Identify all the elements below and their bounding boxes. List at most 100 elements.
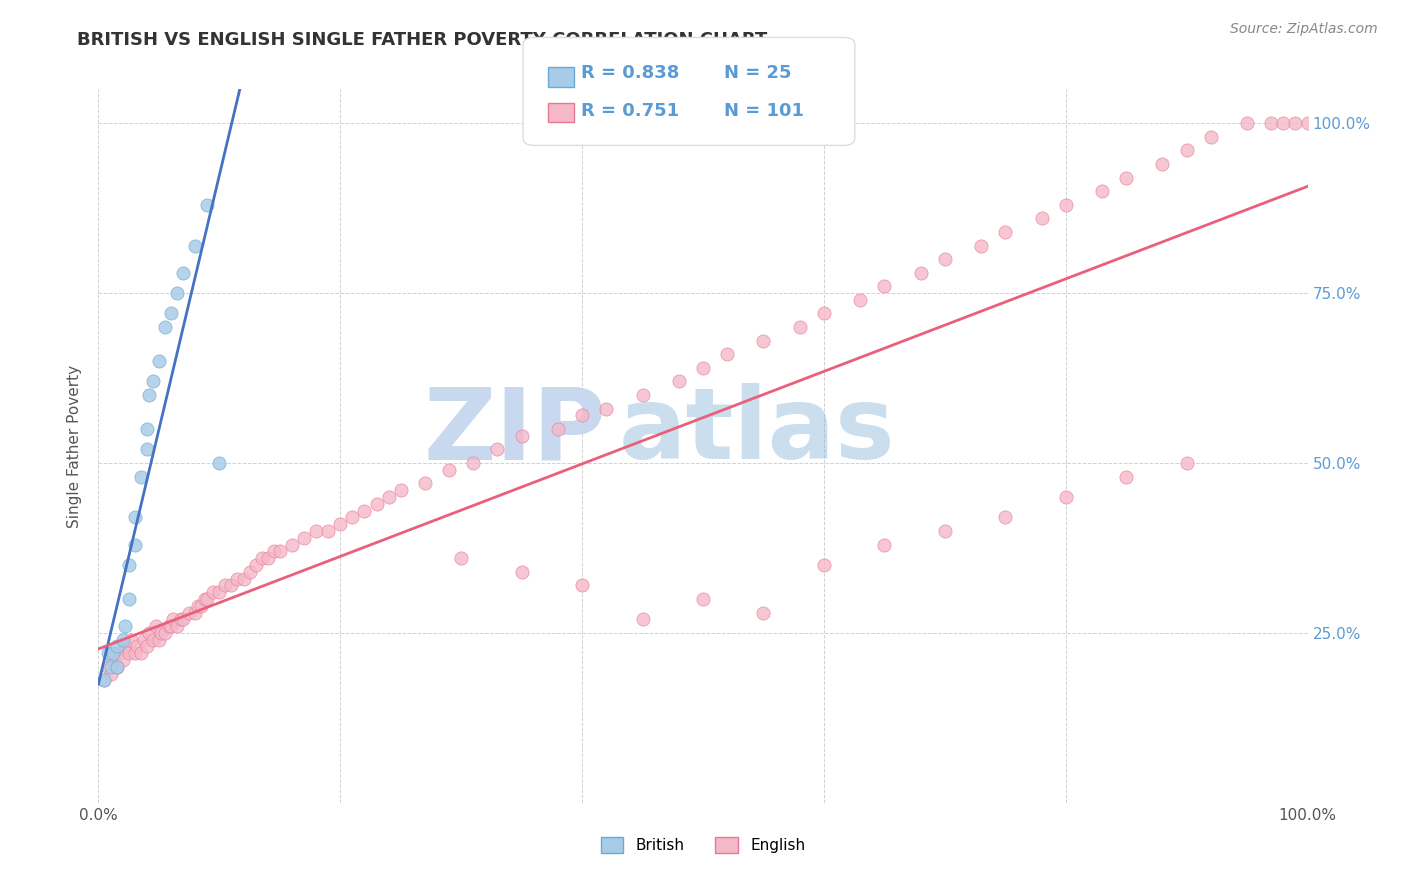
Point	[208, 456, 231, 470]
Point	[157, 619, 180, 633]
Point	[194, 591, 217, 606]
Point	[101, 653, 124, 667]
Point	[1175, 456, 1198, 470]
Point	[148, 632, 170, 647]
Point	[172, 266, 194, 280]
Point	[105, 660, 128, 674]
Point	[97, 646, 120, 660]
Point	[142, 375, 165, 389]
Point	[1199, 129, 1222, 144]
Point	[135, 422, 157, 436]
Point	[124, 510, 146, 524]
Point	[172, 612, 194, 626]
Point	[692, 360, 714, 375]
Point	[135, 442, 157, 457]
Point	[305, 524, 328, 538]
Point	[138, 388, 160, 402]
Point	[752, 334, 775, 348]
Point	[934, 252, 956, 266]
Point	[366, 497, 388, 511]
Point	[111, 653, 134, 667]
Point	[166, 286, 188, 301]
Point	[1272, 116, 1295, 130]
Point	[93, 673, 115, 688]
Point	[100, 660, 122, 674]
Point	[873, 279, 896, 293]
Point	[127, 640, 149, 654]
Point	[148, 354, 170, 368]
Point	[108, 646, 131, 660]
Point	[187, 599, 209, 613]
Text: N = 25: N = 25	[724, 64, 792, 82]
Point	[179, 606, 201, 620]
Point	[105, 660, 128, 674]
Point	[118, 558, 141, 572]
Point	[631, 388, 654, 402]
Point	[316, 524, 339, 538]
Point	[342, 510, 364, 524]
Point	[153, 320, 176, 334]
Point	[849, 293, 872, 307]
Point	[263, 544, 285, 558]
Point	[873, 537, 896, 551]
Point	[813, 558, 835, 572]
Point	[226, 572, 249, 586]
Point	[250, 551, 273, 566]
Point	[142, 632, 165, 647]
Point	[668, 375, 690, 389]
Point	[437, 463, 460, 477]
Point	[269, 544, 291, 558]
Point	[910, 266, 932, 280]
Point	[166, 619, 188, 633]
Point	[195, 198, 218, 212]
Point	[114, 640, 136, 654]
Point	[486, 442, 509, 457]
Point	[256, 551, 278, 566]
Point	[571, 578, 593, 592]
Text: ZIP: ZIP	[423, 384, 606, 480]
Point	[129, 646, 152, 660]
Point	[1236, 116, 1258, 130]
Point	[329, 517, 352, 532]
Point	[221, 578, 243, 592]
Point	[190, 599, 212, 613]
Point	[789, 320, 811, 334]
Point	[105, 640, 128, 654]
Point	[994, 510, 1017, 524]
Point	[1152, 157, 1174, 171]
Point	[160, 619, 183, 633]
Point	[239, 565, 262, 579]
Point	[129, 469, 152, 483]
Point	[134, 632, 156, 647]
Point	[413, 476, 436, 491]
Point	[1284, 116, 1306, 130]
Point	[162, 612, 184, 626]
Point	[994, 225, 1017, 239]
Point	[292, 531, 315, 545]
Text: R = 0.838: R = 0.838	[581, 64, 679, 82]
Point	[547, 422, 569, 436]
Point	[195, 591, 218, 606]
Point	[101, 646, 124, 660]
Point	[145, 619, 167, 633]
Point	[571, 409, 593, 423]
Point	[1091, 184, 1114, 198]
Text: N = 101: N = 101	[724, 103, 804, 120]
Point	[377, 490, 399, 504]
Point	[631, 612, 654, 626]
Point	[1054, 198, 1077, 212]
Point	[934, 524, 956, 538]
Legend: British, English: British, English	[595, 831, 811, 859]
Point	[1115, 469, 1137, 483]
Point	[510, 429, 533, 443]
Point	[595, 401, 617, 416]
Point	[970, 238, 993, 252]
Point	[1115, 170, 1137, 185]
Point	[138, 626, 160, 640]
Point	[716, 347, 738, 361]
Point	[1260, 116, 1282, 130]
Point	[214, 578, 236, 592]
Point	[752, 606, 775, 620]
Point	[353, 503, 375, 517]
Point	[184, 238, 207, 252]
